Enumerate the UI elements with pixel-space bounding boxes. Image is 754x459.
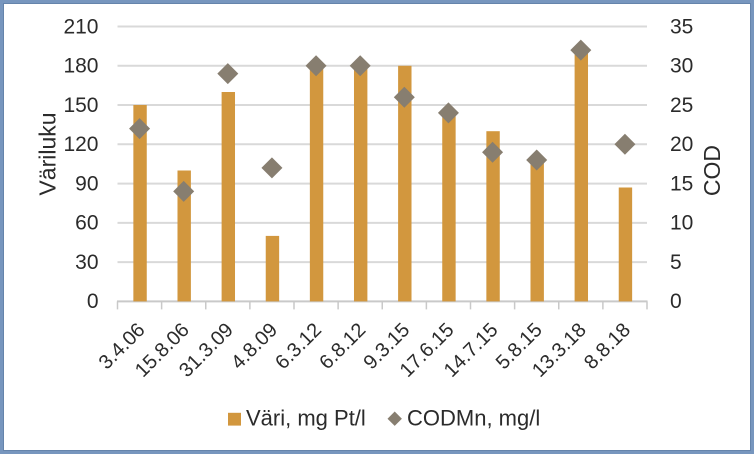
svg-text:210: 210 [63, 15, 98, 38]
svg-text:90: 90 [75, 172, 98, 195]
svg-text:180: 180 [63, 55, 98, 78]
svg-text:Väri, mg Pt/l: Väri, mg Pt/l [246, 406, 366, 431]
svg-text:25: 25 [670, 94, 693, 117]
svg-text:COD: COD [699, 145, 725, 196]
svg-text:150: 150 [63, 94, 98, 117]
svg-text:CODMn, mg/l: CODMn, mg/l [407, 406, 540, 431]
svg-text:120: 120 [63, 133, 98, 156]
svg-text:20: 20 [670, 133, 693, 156]
svg-text:60: 60 [75, 212, 98, 235]
svg-text:30: 30 [670, 55, 693, 78]
svg-text:35: 35 [670, 15, 693, 38]
svg-text:Väriluku: Väriluku [35, 112, 61, 195]
svg-text:30: 30 [75, 251, 98, 274]
svg-text:15: 15 [670, 172, 693, 195]
svg-text:5: 5 [670, 251, 682, 274]
svg-text:10: 10 [670, 212, 693, 235]
svg-text:0: 0 [670, 290, 682, 313]
svg-text:0: 0 [87, 290, 99, 313]
